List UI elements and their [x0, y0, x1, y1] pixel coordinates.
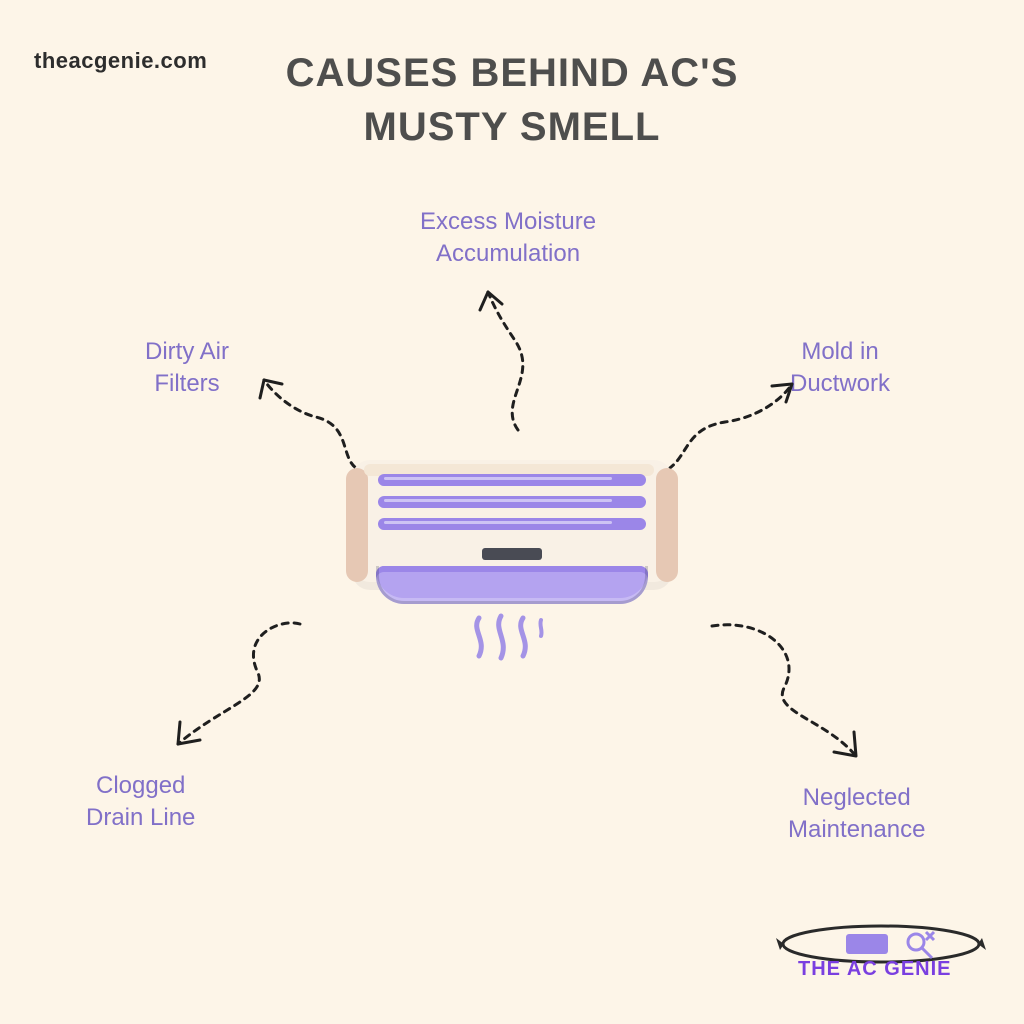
cause-clogged-drain: Clogged Drain Line: [86, 770, 195, 835]
ac-louver: [378, 496, 646, 508]
cause-dirty-filters: Dirty Air Filters: [145, 336, 229, 401]
page-title: CAUSES BEHIND AC'S MUSTY SMELL: [0, 46, 1024, 154]
infographic-canvas: theacgenie.com CAUSES BEHIND AC'S MUSTY …: [0, 0, 1024, 1024]
title-line-1: CAUSES BEHIND AC'S: [286, 51, 739, 95]
cause-neglected-maint: Neglected Maintenance: [788, 782, 925, 847]
ac-flap: [376, 566, 648, 604]
ac-louver: [378, 518, 646, 530]
ac-body: [352, 460, 672, 590]
ac-side-right-icon: [656, 468, 678, 582]
ac-side-left-icon: [346, 468, 368, 582]
airflow-icon: [467, 612, 557, 662]
arrow-to-neglected-maint: [706, 620, 876, 770]
logo-text: THE AC GENIE: [798, 958, 952, 981]
title-line-2: MUSTY SMELL: [364, 105, 661, 149]
ac-louver: [378, 474, 646, 486]
cause-excess-moisture: Excess Moisture Accumulation: [420, 206, 596, 271]
cause-mold-ductwork: Mold in Ductwork: [790, 336, 890, 401]
arrow-to-clogged-drain: [150, 618, 310, 758]
ac-louvers: [378, 474, 646, 530]
arrow-to-mold-ductwork: [650, 374, 800, 484]
ac-unit-illustration: [352, 460, 672, 640]
arrow-to-excess-moisture: [468, 282, 568, 432]
ac-display-icon: [482, 548, 542, 560]
